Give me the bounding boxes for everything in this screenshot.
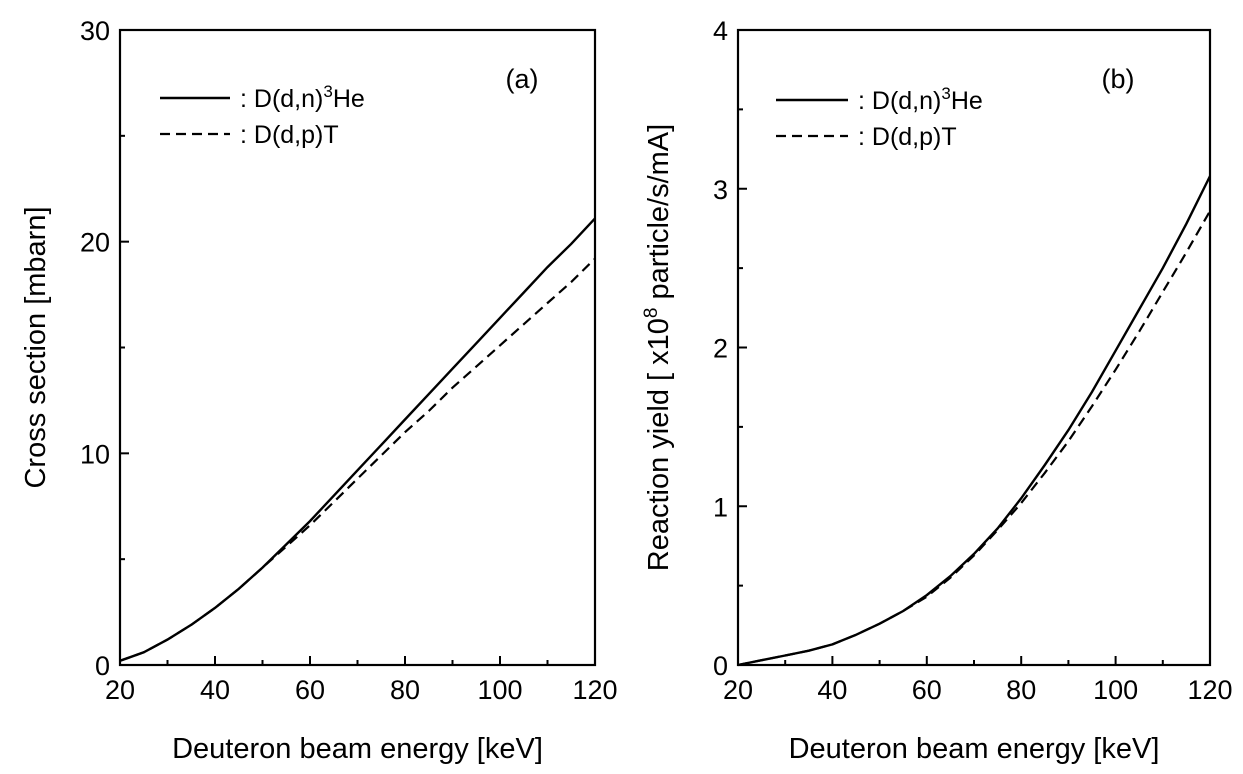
- x-tick-label: 80: [390, 675, 420, 705]
- x-tick-label: 20: [723, 675, 753, 705]
- legend-label-main: : D(d,n): [858, 87, 941, 115]
- y-tick-label: 2: [713, 334, 728, 364]
- legend-label-main: : D(d,p)T: [858, 123, 957, 151]
- y-tick-label: 30: [80, 16, 110, 46]
- panel-label: (a): [506, 64, 539, 94]
- y-axis-label: Cross section [mbarn]: [20, 206, 52, 488]
- x-tick-label: 100: [477, 675, 522, 705]
- y-tick-label: 10: [80, 439, 110, 469]
- series-line-ddp: [119, 257, 596, 662]
- panel-a: 20 40 60 80 100 120 0 10 20 30 Deuteron beam energ…: [20, 16, 618, 765]
- series-line-ddn: [737, 175, 1212, 667]
- legend-label: : D(d,n)3He: [858, 84, 983, 115]
- x-tick-label: 100: [1093, 675, 1138, 705]
- legend-label-sup: 3: [323, 82, 332, 101]
- panel-label: (b): [1102, 64, 1135, 94]
- y-tick-label: 4: [713, 16, 728, 46]
- legend-label-main: : D(d,p)T: [240, 121, 339, 149]
- legend-label: : D(d,n)3He: [240, 82, 365, 113]
- x-tick-label: 80: [1006, 675, 1036, 705]
- x-tick-label: 60: [912, 675, 942, 705]
- y-tick-label: 3: [713, 175, 728, 205]
- x-axis-label: Deuteron beam energy [keV]: [789, 733, 1160, 765]
- legend-label: : D(d,p)T: [858, 123, 957, 151]
- y-axis-label-main: Reaction yield [ x10: [643, 318, 675, 571]
- x-tick-label: 40: [200, 675, 230, 705]
- y-axis-label: Reaction yield [ x108 particle/s/mA]: [641, 124, 675, 571]
- legend-label-tail: He: [333, 85, 365, 113]
- y-tick-label: 0: [713, 651, 728, 681]
- y-axis-label-tail: particle/s/mA]: [643, 124, 675, 308]
- x-tick-label: 40: [817, 675, 847, 705]
- y-tick-label: 0: [95, 651, 110, 681]
- y-tick-label: 20: [80, 228, 110, 258]
- x-tick-label: 120: [572, 675, 617, 705]
- y-axis-label-sup: 8: [641, 308, 662, 319]
- x-tick-label: 20: [105, 675, 135, 705]
- legend-label: : D(d,p)T: [240, 121, 339, 149]
- x-tick-label: 120: [1187, 675, 1232, 705]
- series-line-ddn: [119, 217, 596, 662]
- legend-label-tail: He: [951, 87, 983, 115]
- legend-label-main: : D(d,n): [240, 85, 323, 113]
- x-axis-label: Deuteron beam energy [keV]: [172, 733, 543, 765]
- x-tick-label: 60: [295, 675, 325, 705]
- plot-frame: [736, 28, 1212, 667]
- plot-frame: [118, 28, 597, 667]
- legend-label-sup: 3: [941, 84, 950, 103]
- series-line-ddp: [737, 210, 1211, 667]
- y-tick-label: 1: [713, 492, 728, 522]
- panel-b: 20 40 60 80 100 120 0 1 2 3 4 Deuteron beam energy …: [641, 16, 1233, 765]
